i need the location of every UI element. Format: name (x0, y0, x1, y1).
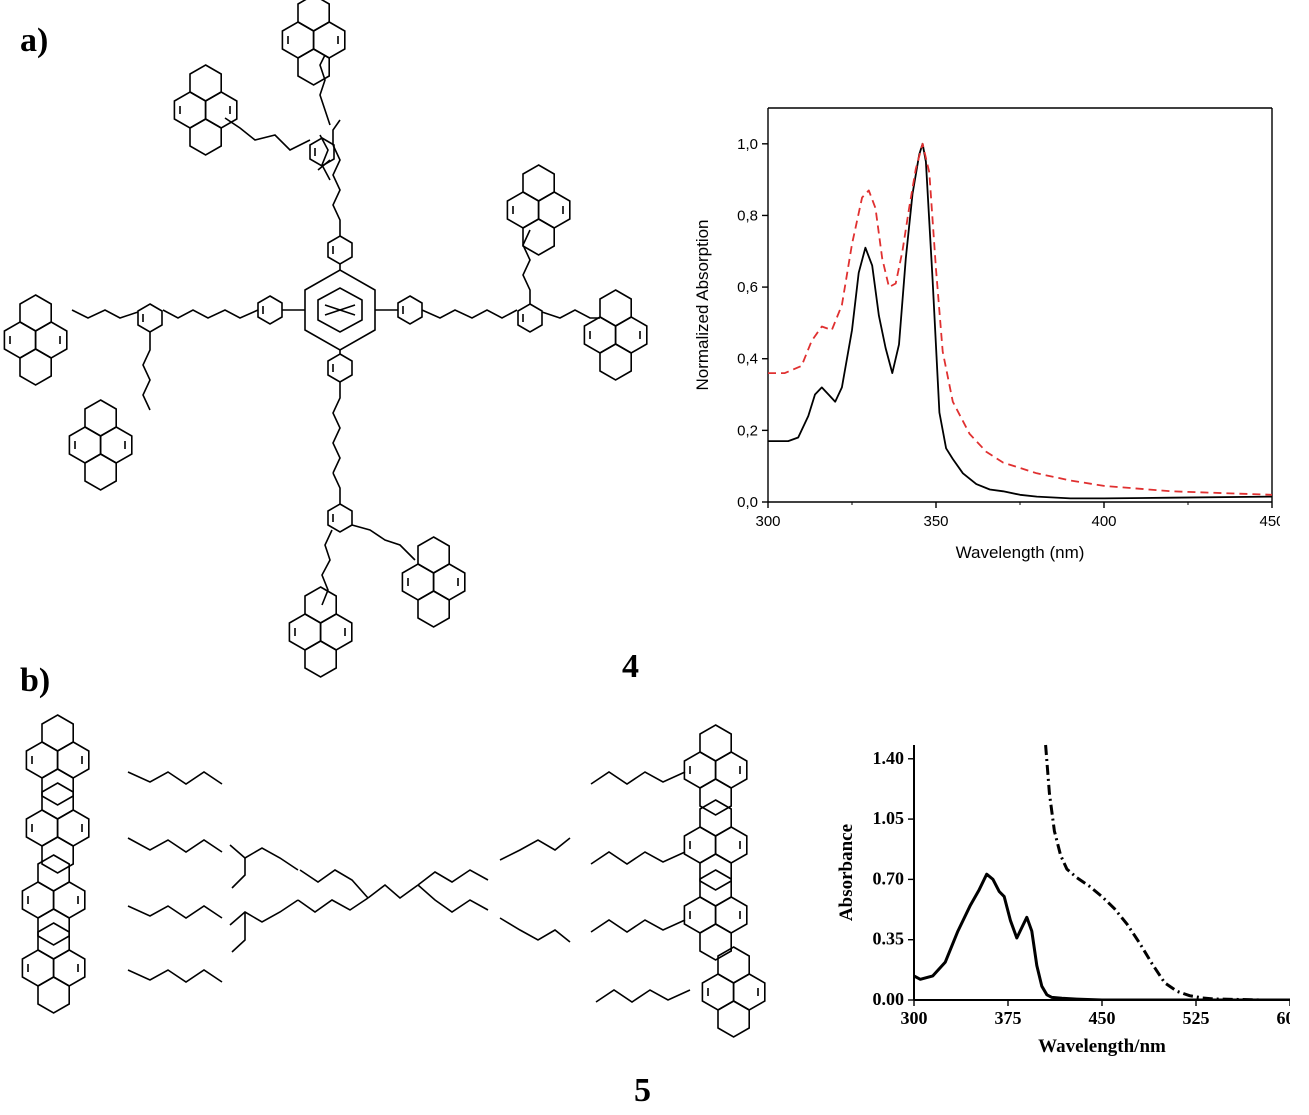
x-tick-label: 400 (1091, 513, 1116, 530)
x-tick-label: 600 (1277, 1008, 1291, 1028)
y-axis-label: Absorbance (836, 824, 857, 921)
x-axis-label: Wavelength (nm) (956, 543, 1085, 562)
x-tick-label: 525 (1183, 1008, 1210, 1028)
x-axis-label: Wavelength/nm (1038, 1036, 1166, 1057)
x-tick-label: 450 (1259, 513, 1280, 530)
absorption-chart-a: 300 350 400 450 0,0 0,2 0,4 0,6 0,8 1,0 Wavelength… (693, 107, 1280, 562)
series-line-2 (768, 142, 1272, 496)
compound-number-5: 5 (634, 1072, 651, 1109)
y-tick-label: 0,0 (737, 494, 758, 511)
series-line-1 (768, 142, 1272, 500)
absorbance-chart-b: 300 375 450 525 600 0.00 0.35 0.70 1.05 1.40 Wavel… (836, 744, 1291, 1057)
dendrimer-structure (127, 771, 691, 1003)
y-axis-label: Normalized Absorption (693, 219, 712, 390)
series-line-2 (1044, 744, 1290, 1000)
x-tick-label: 450 (1089, 1008, 1116, 1028)
x-tick-label: 375 (995, 1008, 1022, 1028)
compound-number-4: 4 (622, 648, 639, 685)
panel-label-a: a) (20, 22, 49, 59)
y-tick-label: 0,6 (737, 279, 758, 296)
y-tick-label: 1,0 (737, 136, 758, 153)
y-tick-label: 0.00 (873, 989, 905, 1009)
series-line-1 (914, 872, 1290, 1000)
x-tick-label: 350 (923, 513, 948, 530)
panel-label-b: b) (20, 662, 51, 699)
x-tick-label: 300 (755, 513, 780, 530)
y-tick-label: 0,4 (737, 351, 758, 368)
porphyrin-structure (71, 54, 600, 606)
y-tick-label: 1.40 (873, 748, 905, 768)
y-tick-label: 0.70 (873, 868, 905, 888)
y-tick-label: 1.05 (873, 808, 905, 828)
x-tick-label: 300 (901, 1008, 928, 1028)
y-tick-label: 0,2 (737, 422, 758, 439)
y-tick-label: 0,8 (737, 207, 758, 224)
y-tick-label: 0.35 (873, 929, 905, 949)
